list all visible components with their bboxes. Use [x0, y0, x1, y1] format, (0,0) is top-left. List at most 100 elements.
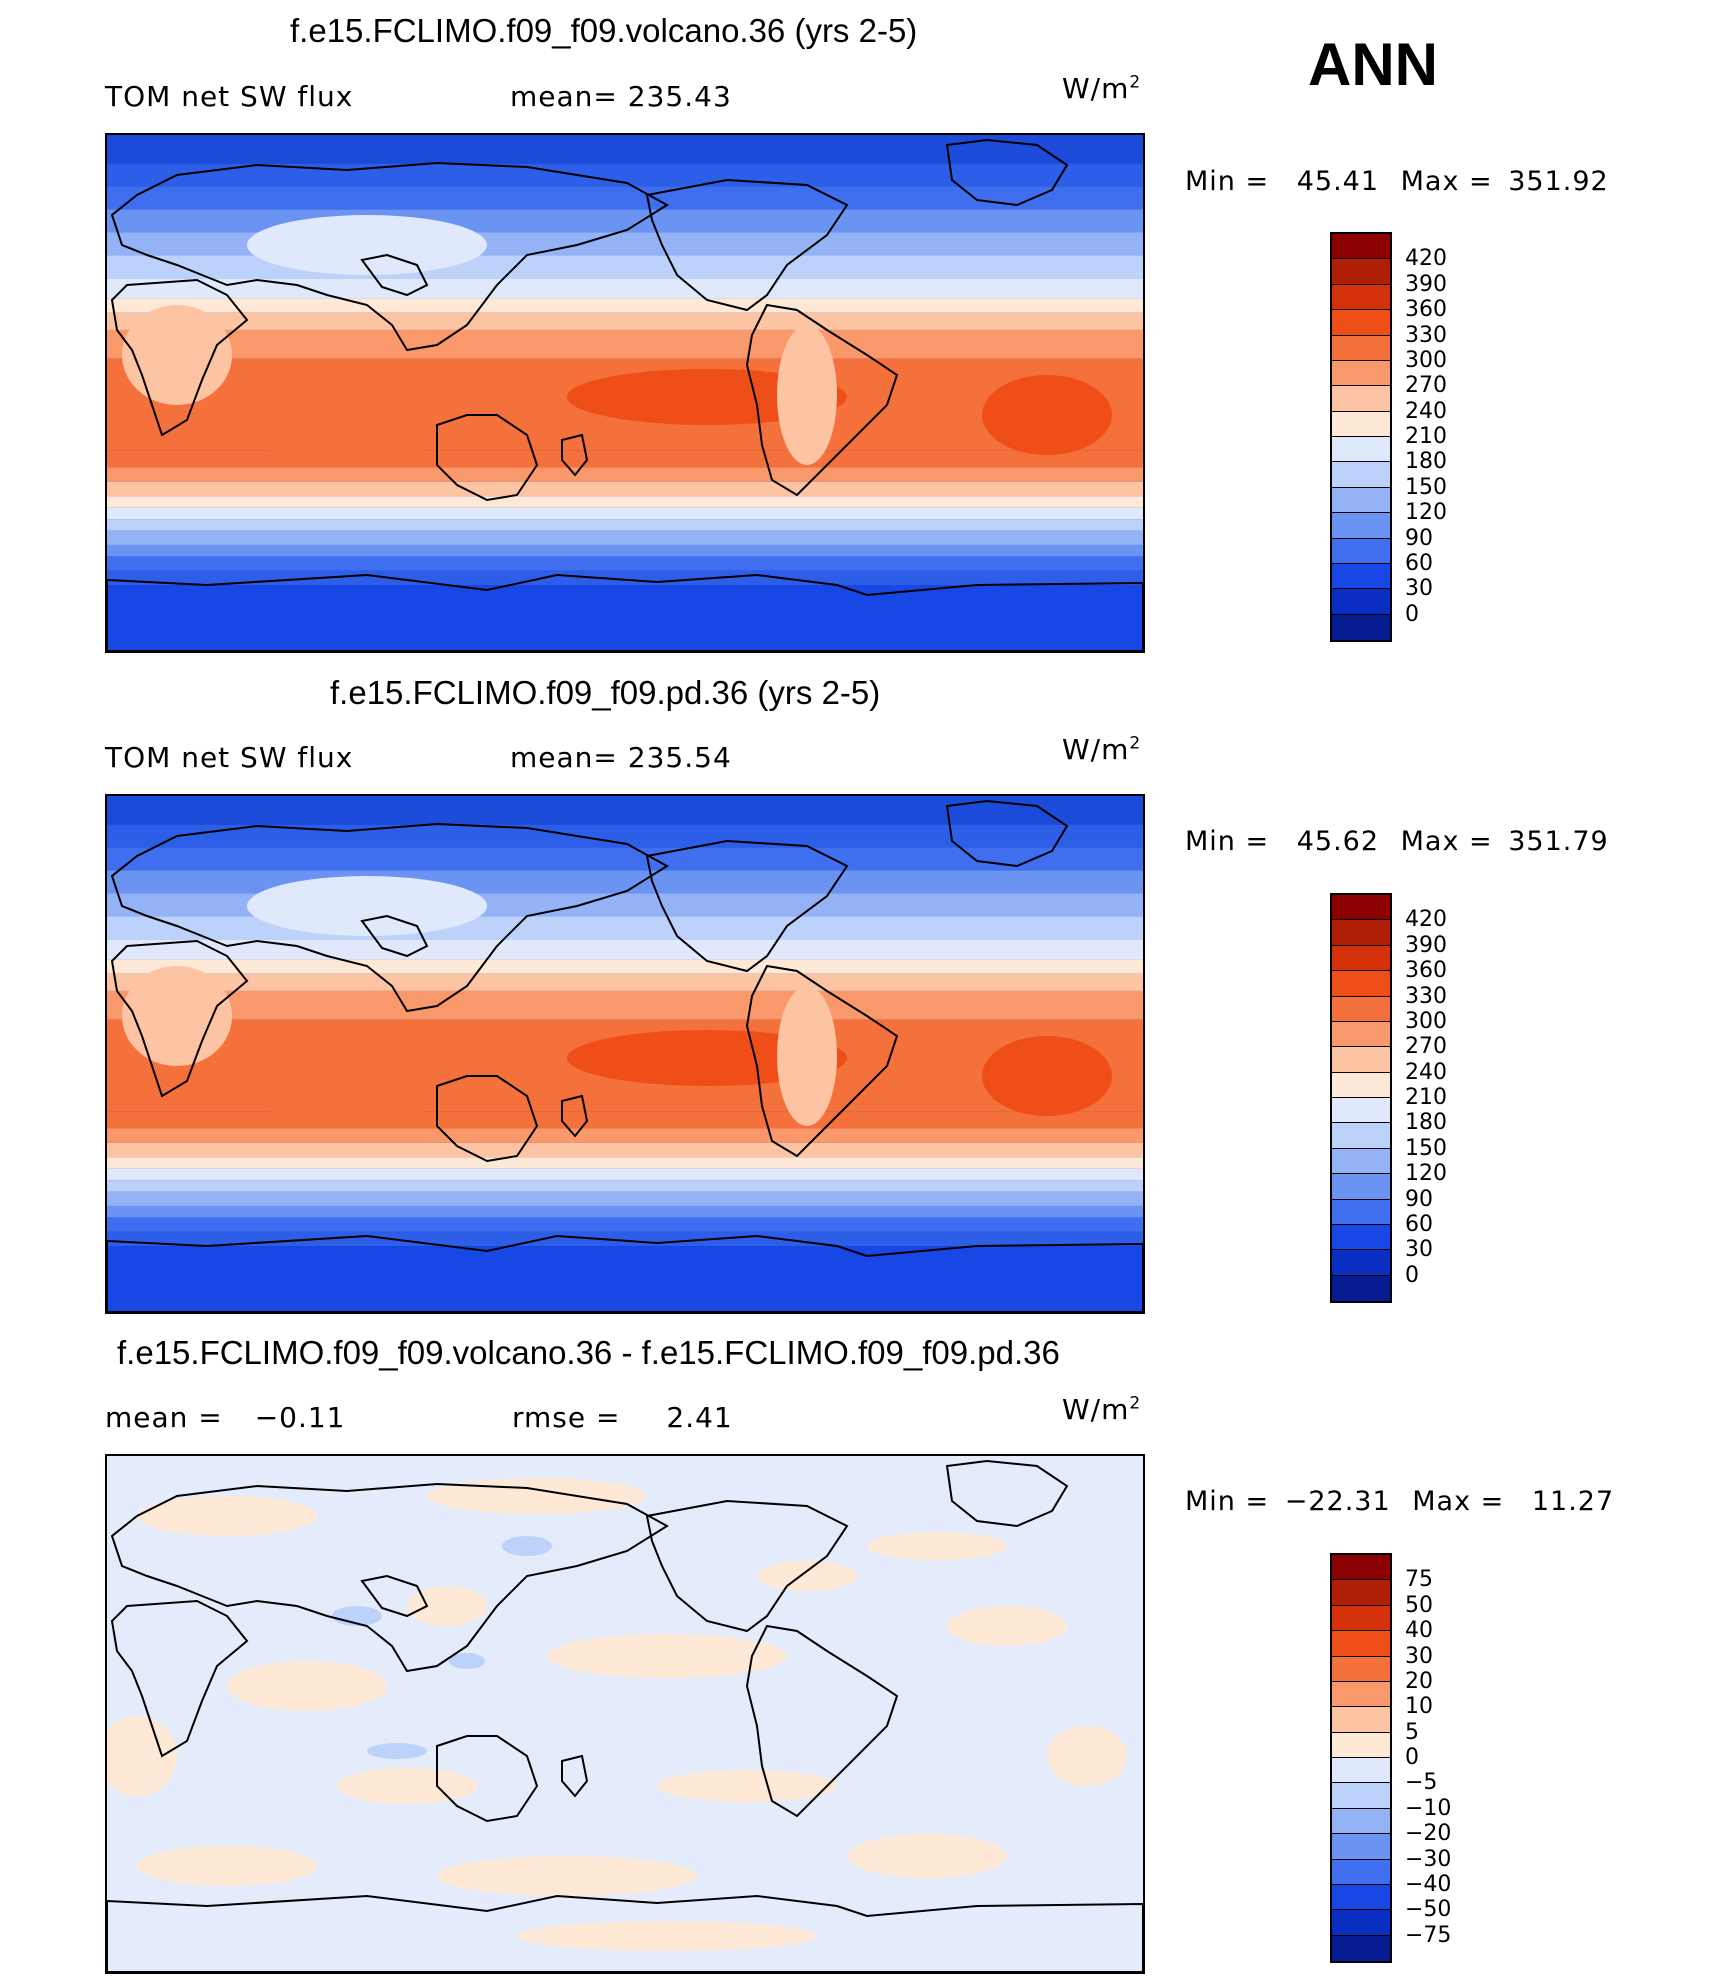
- colorbar-swatch: [1332, 1224, 1390, 1251]
- colorbar-tick-label: 0: [1405, 1262, 1419, 1288]
- panel3-unit: W/m2: [1062, 1393, 1142, 1426]
- panel2-variable: TOM net SW flux: [105, 741, 354, 774]
- colorbar-swatch: [1332, 996, 1390, 1022]
- positive-anomaly: [227, 1661, 387, 1711]
- colorbar-swatch: [1332, 1910, 1390, 1936]
- coastline: [645, 839, 849, 973]
- asia-land: [247, 876, 487, 936]
- colorbar-tick-label: −75: [1405, 1922, 1452, 1948]
- coastline: [745, 964, 899, 1158]
- zonal-band: [107, 530, 1143, 545]
- colorbar-swatch: [1332, 945, 1390, 972]
- colorbar-swatch: [1332, 1783, 1390, 1809]
- zonal-band: [107, 1168, 1143, 1181]
- zonal-band: [107, 585, 1143, 651]
- colorbar-swatch: [1332, 1707, 1390, 1733]
- andes-band: [777, 986, 837, 1126]
- zonal-band: [107, 939, 1143, 960]
- colorbar-tick-label: 210: [1405, 1085, 1447, 1110]
- asia-land: [247, 215, 487, 275]
- colorbar-swatch: [1332, 411, 1390, 437]
- panel2-map-svg: [107, 796, 1143, 1312]
- zonal-band: [107, 1246, 1143, 1312]
- colorbar-swatch: [1332, 284, 1390, 311]
- panel1-mean: mean= 235.43: [510, 80, 732, 113]
- panel1-mean-value: 235.43: [627, 80, 732, 113]
- panel1-max-value: 351.92: [1508, 166, 1609, 197]
- panel2-min-value: 45.62: [1296, 826, 1380, 857]
- positive-anomaly: [847, 1834, 1007, 1878]
- zonal-band: [107, 959, 1143, 974]
- atlantic-maximum: [982, 1036, 1112, 1116]
- coastline: [360, 914, 429, 958]
- zonal-band: [107, 870, 1143, 894]
- panel1-map-svg: [107, 135, 1143, 651]
- colorbar-tick-label: 210: [1405, 424, 1447, 449]
- zonal-band: [107, 570, 1143, 586]
- panel3-rmse-value: 2.41: [666, 1401, 733, 1434]
- panel3-minmax: Min = −22.31 Max = 11.27: [1185, 1486, 1614, 1517]
- panel1-map: [105, 133, 1145, 653]
- colorbar-tick-label: 390: [1405, 932, 1447, 958]
- positive-anomaly: [657, 1770, 837, 1802]
- colorbar-swatch: [1332, 1047, 1390, 1073]
- colorbar-tick-label: 30: [1405, 576, 1433, 602]
- zonal-band: [107, 1180, 1143, 1192]
- colorbar-swatch: [1332, 386, 1390, 412]
- coastline: [110, 1482, 669, 1673]
- coastline: [107, 1894, 1143, 1972]
- colorbar-tick-label: −20: [1405, 1821, 1452, 1847]
- colorbar-swatch: [1332, 462, 1390, 488]
- panel2-title: f.e15.FCLIMO.f09_f09.pd.36 (yrs 2-5): [330, 674, 881, 711]
- positive-anomaly: [757, 1561, 857, 1591]
- colorbar-tick-label: 180: [1405, 1110, 1447, 1136]
- zonal-band: [107, 186, 1143, 210]
- zonal-band: [107, 298, 1143, 313]
- colorbar-tick-label: 50: [1405, 1592, 1433, 1618]
- zonal-band: [107, 1157, 1143, 1169]
- coastline: [561, 1094, 589, 1138]
- season-label: ANN: [1308, 31, 1438, 98]
- panel2-mean: mean= 235.54: [510, 741, 732, 774]
- colorbar-swatch: [1332, 437, 1390, 463]
- zonal-band: [107, 1217, 1143, 1232]
- panel3-mean: mean = −0.11: [105, 1401, 346, 1434]
- panel1-min-value: 45.41: [1296, 166, 1380, 197]
- colorbar-tick-label: 40: [1405, 1618, 1433, 1644]
- negative-anomaly: [367, 1743, 427, 1759]
- panel3-map-svg: [107, 1456, 1143, 1972]
- colorbar-swatch: [1332, 538, 1390, 564]
- positive-anomaly: [867, 1532, 1007, 1560]
- panel3-title: f.e15.FCLIMO.f09_f09.volcano.36 - f.e15.…: [117, 1334, 1060, 1371]
- panel1-colorbar: [1330, 232, 1392, 642]
- colorbar-swatch: [1332, 1834, 1390, 1860]
- zonal-band: [107, 496, 1143, 508]
- colorbar-swatch: [1332, 971, 1390, 997]
- colorbar-swatch: [1332, 1123, 1390, 1149]
- coastline: [561, 433, 589, 477]
- colorbar-tick-label: −10: [1405, 1795, 1452, 1821]
- zonal-band: [107, 1231, 1143, 1247]
- colorbar-tick-label: 180: [1405, 449, 1447, 475]
- positive-anomaly: [1047, 1726, 1127, 1786]
- panel3-rmse: rmse = 2.41: [512, 1401, 733, 1434]
- zonal-band: [107, 1128, 1143, 1143]
- colorbar-tick-label: 150: [1405, 474, 1447, 500]
- colorbar-tick-label: −5: [1405, 1770, 1438, 1796]
- negative-anomaly: [449, 1653, 485, 1669]
- colorbar-swatch: [1332, 310, 1390, 336]
- panel3-max-value: 11.27: [1531, 1486, 1615, 1517]
- coastline: [107, 1234, 1143, 1312]
- positive-anomaly: [427, 1478, 647, 1514]
- colorbar-tick-label: 420: [1405, 246, 1447, 272]
- panel2-max-label: Max =: [1400, 826, 1493, 857]
- colorbar-tick-label: 330: [1405, 322, 1447, 348]
- coastline: [645, 178, 849, 312]
- colorbar-tick-label: 0: [1405, 1745, 1419, 1770]
- panel3-min-value: −22.31: [1284, 1486, 1391, 1517]
- coastline: [110, 939, 249, 1098]
- panel2-minmax: Min = 45.62 Max = 351.79: [1185, 826, 1609, 857]
- panel2-min-label: Min =: [1185, 826, 1270, 857]
- atlantic-maximum: [982, 375, 1112, 455]
- coastline: [107, 573, 1143, 651]
